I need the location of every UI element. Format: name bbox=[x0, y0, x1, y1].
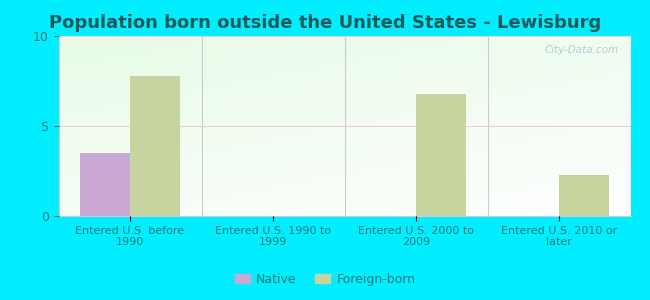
Bar bbox=[80, 153, 130, 216]
Text: City-Data.com: City-Data.com bbox=[545, 45, 619, 55]
Bar bbox=[559, 175, 609, 216]
Legend: Native, Foreign-born: Native, Foreign-born bbox=[229, 268, 421, 291]
Text: Population born outside the United States - Lewisburg: Population born outside the United State… bbox=[49, 14, 601, 32]
Bar bbox=[130, 76, 180, 216]
Bar bbox=[416, 94, 466, 216]
